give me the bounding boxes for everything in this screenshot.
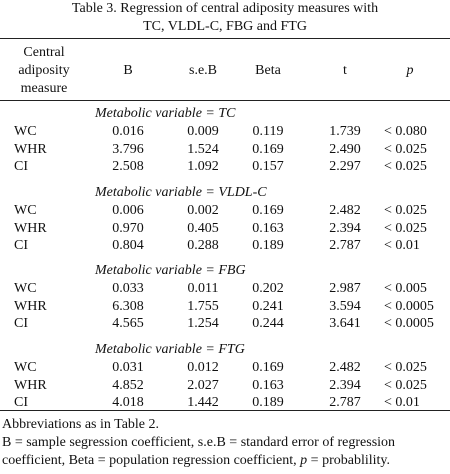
title-line: Table 3. Regression of central adiposity… xyxy=(71,1,379,16)
cell: 2.490 xyxy=(329,141,361,157)
cell: < 0.025 xyxy=(384,220,427,236)
cell: 4.018 xyxy=(112,395,144,410)
cell: 0.157 xyxy=(252,159,284,174)
cell: 0.189 xyxy=(252,238,284,253)
cell: 0.169 xyxy=(252,360,284,375)
cell: 1.442 xyxy=(187,395,219,410)
cell: 0.119 xyxy=(252,124,284,139)
cell: 2.787 xyxy=(329,238,361,253)
footnote: Abbreviations as in Table 2. xyxy=(2,417,160,432)
cell: 2.987 xyxy=(329,281,361,296)
cell: WHR xyxy=(14,220,47,236)
cell: 0.804 xyxy=(112,238,144,253)
cell: 0.405 xyxy=(187,220,219,236)
cell: 1.739 xyxy=(329,124,361,139)
header-rule xyxy=(0,100,450,101)
footnote: B = sample segression coefficient, s.e.B… xyxy=(2,434,448,470)
header-cell: p xyxy=(406,63,414,78)
header-cell: t xyxy=(343,63,347,78)
header-cell: B xyxy=(123,63,133,78)
cell: 0.169 xyxy=(252,203,284,218)
cell: < 0.0005 xyxy=(384,316,434,331)
header-cell: measure xyxy=(20,81,68,96)
footnote-text: = probablility. xyxy=(310,453,390,468)
cell: 0.012 xyxy=(187,360,219,375)
group-label: Metabolic variable = TC xyxy=(95,106,236,121)
cell: < 0.025 xyxy=(384,159,427,174)
header-cell: Central xyxy=(23,45,65,60)
group-label: Metabolic variable = FBG xyxy=(95,263,246,278)
cell: 0.189 xyxy=(252,395,284,410)
footnote-text: B = sample segression coefficient, s.e.B… xyxy=(2,435,396,468)
cell: WC xyxy=(14,124,37,139)
header-cell: adiposity xyxy=(18,63,70,78)
cell: 3.641 xyxy=(329,316,361,331)
top-rule xyxy=(0,38,450,39)
cell: 0.033 xyxy=(112,281,144,296)
cell: 2.508 xyxy=(112,159,144,174)
cell: 4.565 xyxy=(112,316,144,331)
header-cell: Beta xyxy=(255,63,281,78)
cell: 0.970 xyxy=(112,220,144,236)
header-cell: s.e.B xyxy=(189,63,217,78)
cell: < 0.025 xyxy=(384,203,427,218)
group-label: Metabolic variable = FTG xyxy=(95,342,245,357)
cell: 2.787 xyxy=(329,395,361,410)
cell: WHR xyxy=(14,298,47,314)
cell: < 0.025 xyxy=(384,360,427,375)
cell: WHR xyxy=(14,141,47,157)
cell: 0.002 xyxy=(187,203,219,218)
cell: 0.244 xyxy=(252,316,284,331)
cell: 2.482 xyxy=(329,203,361,218)
cell: WC xyxy=(14,360,37,375)
bottom-rule xyxy=(0,410,450,411)
cell: CI xyxy=(14,159,28,174)
cell: < 0.080 xyxy=(384,124,427,139)
cell: 0.006 xyxy=(112,203,144,218)
cell: < 0.025 xyxy=(384,377,427,393)
cell: 0.031 xyxy=(112,360,144,375)
cell: 1.254 xyxy=(187,316,219,331)
cell: < 0.005 xyxy=(384,281,427,296)
cell: 2.482 xyxy=(329,360,361,375)
cell: 0.163 xyxy=(252,220,284,236)
title-line: TC, VLDL-C, FBG and FTG xyxy=(143,19,307,34)
cell: 1.755 xyxy=(187,298,219,314)
cell: 1.524 xyxy=(187,141,219,157)
cell: CI xyxy=(14,395,28,410)
cell: < 0.0005 xyxy=(384,298,434,314)
cell: 2.297 xyxy=(329,159,361,174)
cell: 0.169 xyxy=(252,141,284,157)
cell: < 0.01 xyxy=(384,395,420,410)
cell: WC xyxy=(14,203,37,218)
footnote-text: p xyxy=(300,453,308,468)
cell: CI xyxy=(14,238,28,253)
cell: 0.009 xyxy=(187,124,219,139)
cell: 2.394 xyxy=(329,377,361,393)
cell: 0.016 xyxy=(112,124,144,139)
cell: 2.394 xyxy=(329,220,361,236)
cell: 4.852 xyxy=(112,377,144,393)
cell: 6.308 xyxy=(112,298,144,314)
cell: 0.241 xyxy=(252,298,284,314)
cell: 2.027 xyxy=(187,377,219,393)
cell: 1.092 xyxy=(187,159,219,174)
cell: < 0.025 xyxy=(384,141,427,157)
cell: CI xyxy=(14,316,28,331)
cell: 3.594 xyxy=(329,298,361,314)
cell: 0.202 xyxy=(252,281,284,296)
cell: 3.796 xyxy=(112,141,144,157)
cell: 0.288 xyxy=(187,238,219,253)
cell: 0.163 xyxy=(252,377,284,393)
cell: < 0.01 xyxy=(384,238,420,253)
cell: WC xyxy=(14,281,37,296)
cell: WHR xyxy=(14,377,47,393)
cell: 0.011 xyxy=(187,281,219,296)
group-label: Metabolic variable = VLDL-C xyxy=(95,185,267,200)
